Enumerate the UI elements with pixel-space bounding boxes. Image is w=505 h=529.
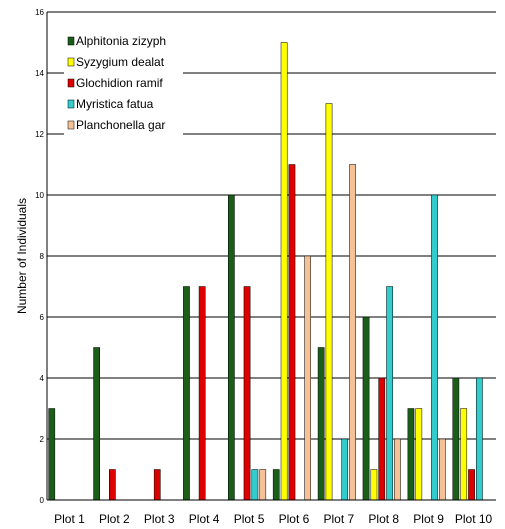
bar: [288, 164, 296, 501]
bar: [272, 469, 280, 501]
bar: [476, 377, 483, 501]
bar: [386, 286, 393, 501]
bar: [452, 377, 460, 501]
bar: [228, 194, 235, 501]
bar: [362, 316, 370, 501]
x-tick-label: Plot 10: [455, 512, 493, 526]
bar: [198, 286, 206, 501]
y-tick-label: 4: [40, 374, 45, 383]
y-tick-label: 8: [40, 252, 45, 261]
x-tick-label: Plot 9: [413, 512, 444, 526]
bar: [370, 469, 378, 501]
y-tick-labels: 0 2 4 6 8 10 12 14 16: [35, 8, 44, 505]
legend-label: Planchonella gar: [76, 118, 165, 132]
y-tick-label: 10: [35, 191, 44, 200]
x-tick-label: Plot 2: [99, 512, 130, 526]
legend-swatch: [67, 57, 75, 67]
bar: [394, 438, 401, 501]
bar: [460, 408, 468, 501]
bar: [109, 469, 116, 501]
bar: [183, 286, 190, 501]
bar: [325, 103, 333, 501]
bar: [407, 408, 415, 501]
x-tick-label: Plot 8: [368, 512, 399, 526]
bar: [415, 408, 423, 501]
y-tick-label: 14: [35, 69, 44, 78]
bar: [153, 469, 161, 501]
bar: [243, 286, 251, 501]
x-tick-labels: Plot 1 Plot 2 Plot 3 Plot 4 Plot 5 Plot 6 Plot…: [54, 512, 492, 526]
legend-label: Syzygium dealat: [76, 55, 165, 69]
y-tick-label: 16: [35, 8, 44, 17]
legend-swatch: [67, 36, 75, 46]
x-tick-label: Plot 7: [324, 512, 355, 526]
legend-swatch: [67, 78, 75, 88]
bar: [304, 255, 311, 501]
legend-label: Myristica fatua: [76, 97, 154, 111]
bar: [341, 438, 349, 501]
y-tick-label: 12: [35, 130, 44, 139]
x-tick-label: Plot 3: [144, 512, 175, 526]
legend-label: Alphitonia zizyph: [76, 34, 166, 48]
bar: [349, 164, 356, 501]
bar: [251, 469, 259, 501]
legend-label: Glochidion ramif: [76, 76, 163, 90]
bars: [48, 42, 483, 501]
bar: [439, 438, 446, 501]
y-axis-label: Number of Individuals: [15, 198, 29, 314]
bar: [280, 42, 288, 501]
bar: [317, 347, 325, 501]
legend-swatch: [67, 120, 75, 130]
axes: [46, 12, 496, 501]
legend: Alphitonia zizyph Syzygium dealat Glochidi…: [64, 27, 183, 145]
y-tick-label: 2: [40, 435, 45, 444]
bar: [93, 347, 101, 501]
x-tick-label: Plot 5: [234, 512, 265, 526]
bar: [378, 377, 386, 501]
legend-swatch: [67, 99, 75, 109]
x-tick-label: Plot 4: [189, 512, 220, 526]
legend-background: [64, 27, 183, 145]
y-tick-label: 6: [40, 313, 45, 322]
bar: [259, 469, 267, 501]
x-tick-label: Plot 1: [54, 512, 85, 526]
bar: [468, 469, 475, 501]
gridlines: [47, 11, 496, 440]
bar: [431, 194, 438, 501]
x-tick-label: Plot 6: [279, 512, 310, 526]
bar: [48, 408, 56, 501]
y-tick-label: 0: [40, 496, 45, 505]
